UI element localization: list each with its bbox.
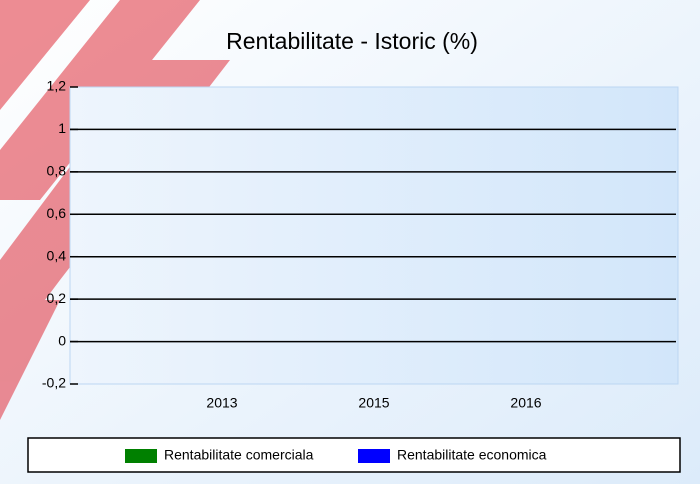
chart-title: Rentabilitate - Istoric (%) <box>226 28 478 54</box>
legend-swatch <box>125 449 157 463</box>
y-tick-label: 0,6 <box>47 205 67 221</box>
y-tick-label: 0 <box>58 332 66 348</box>
x-tick-label: 2016 <box>510 395 541 411</box>
y-tick-label: 0,8 <box>47 163 67 179</box>
plot-area <box>69 86 679 385</box>
y-tick-label: 0,2 <box>47 290 67 306</box>
x-tick-label: 2013 <box>206 395 237 411</box>
legend-swatch <box>358 449 390 463</box>
legend-label: Rentabilitate comerciala <box>164 447 314 463</box>
y-tick-label: 1 <box>58 120 66 136</box>
y-tick-label: 1,2 <box>47 78 67 94</box>
x-tick-label: 2015 <box>358 395 389 411</box>
y-tick-label: 0,4 <box>47 247 67 263</box>
y-tick-label: -0,2 <box>42 375 66 391</box>
legend-label: Rentabilitate economica <box>397 447 547 463</box>
